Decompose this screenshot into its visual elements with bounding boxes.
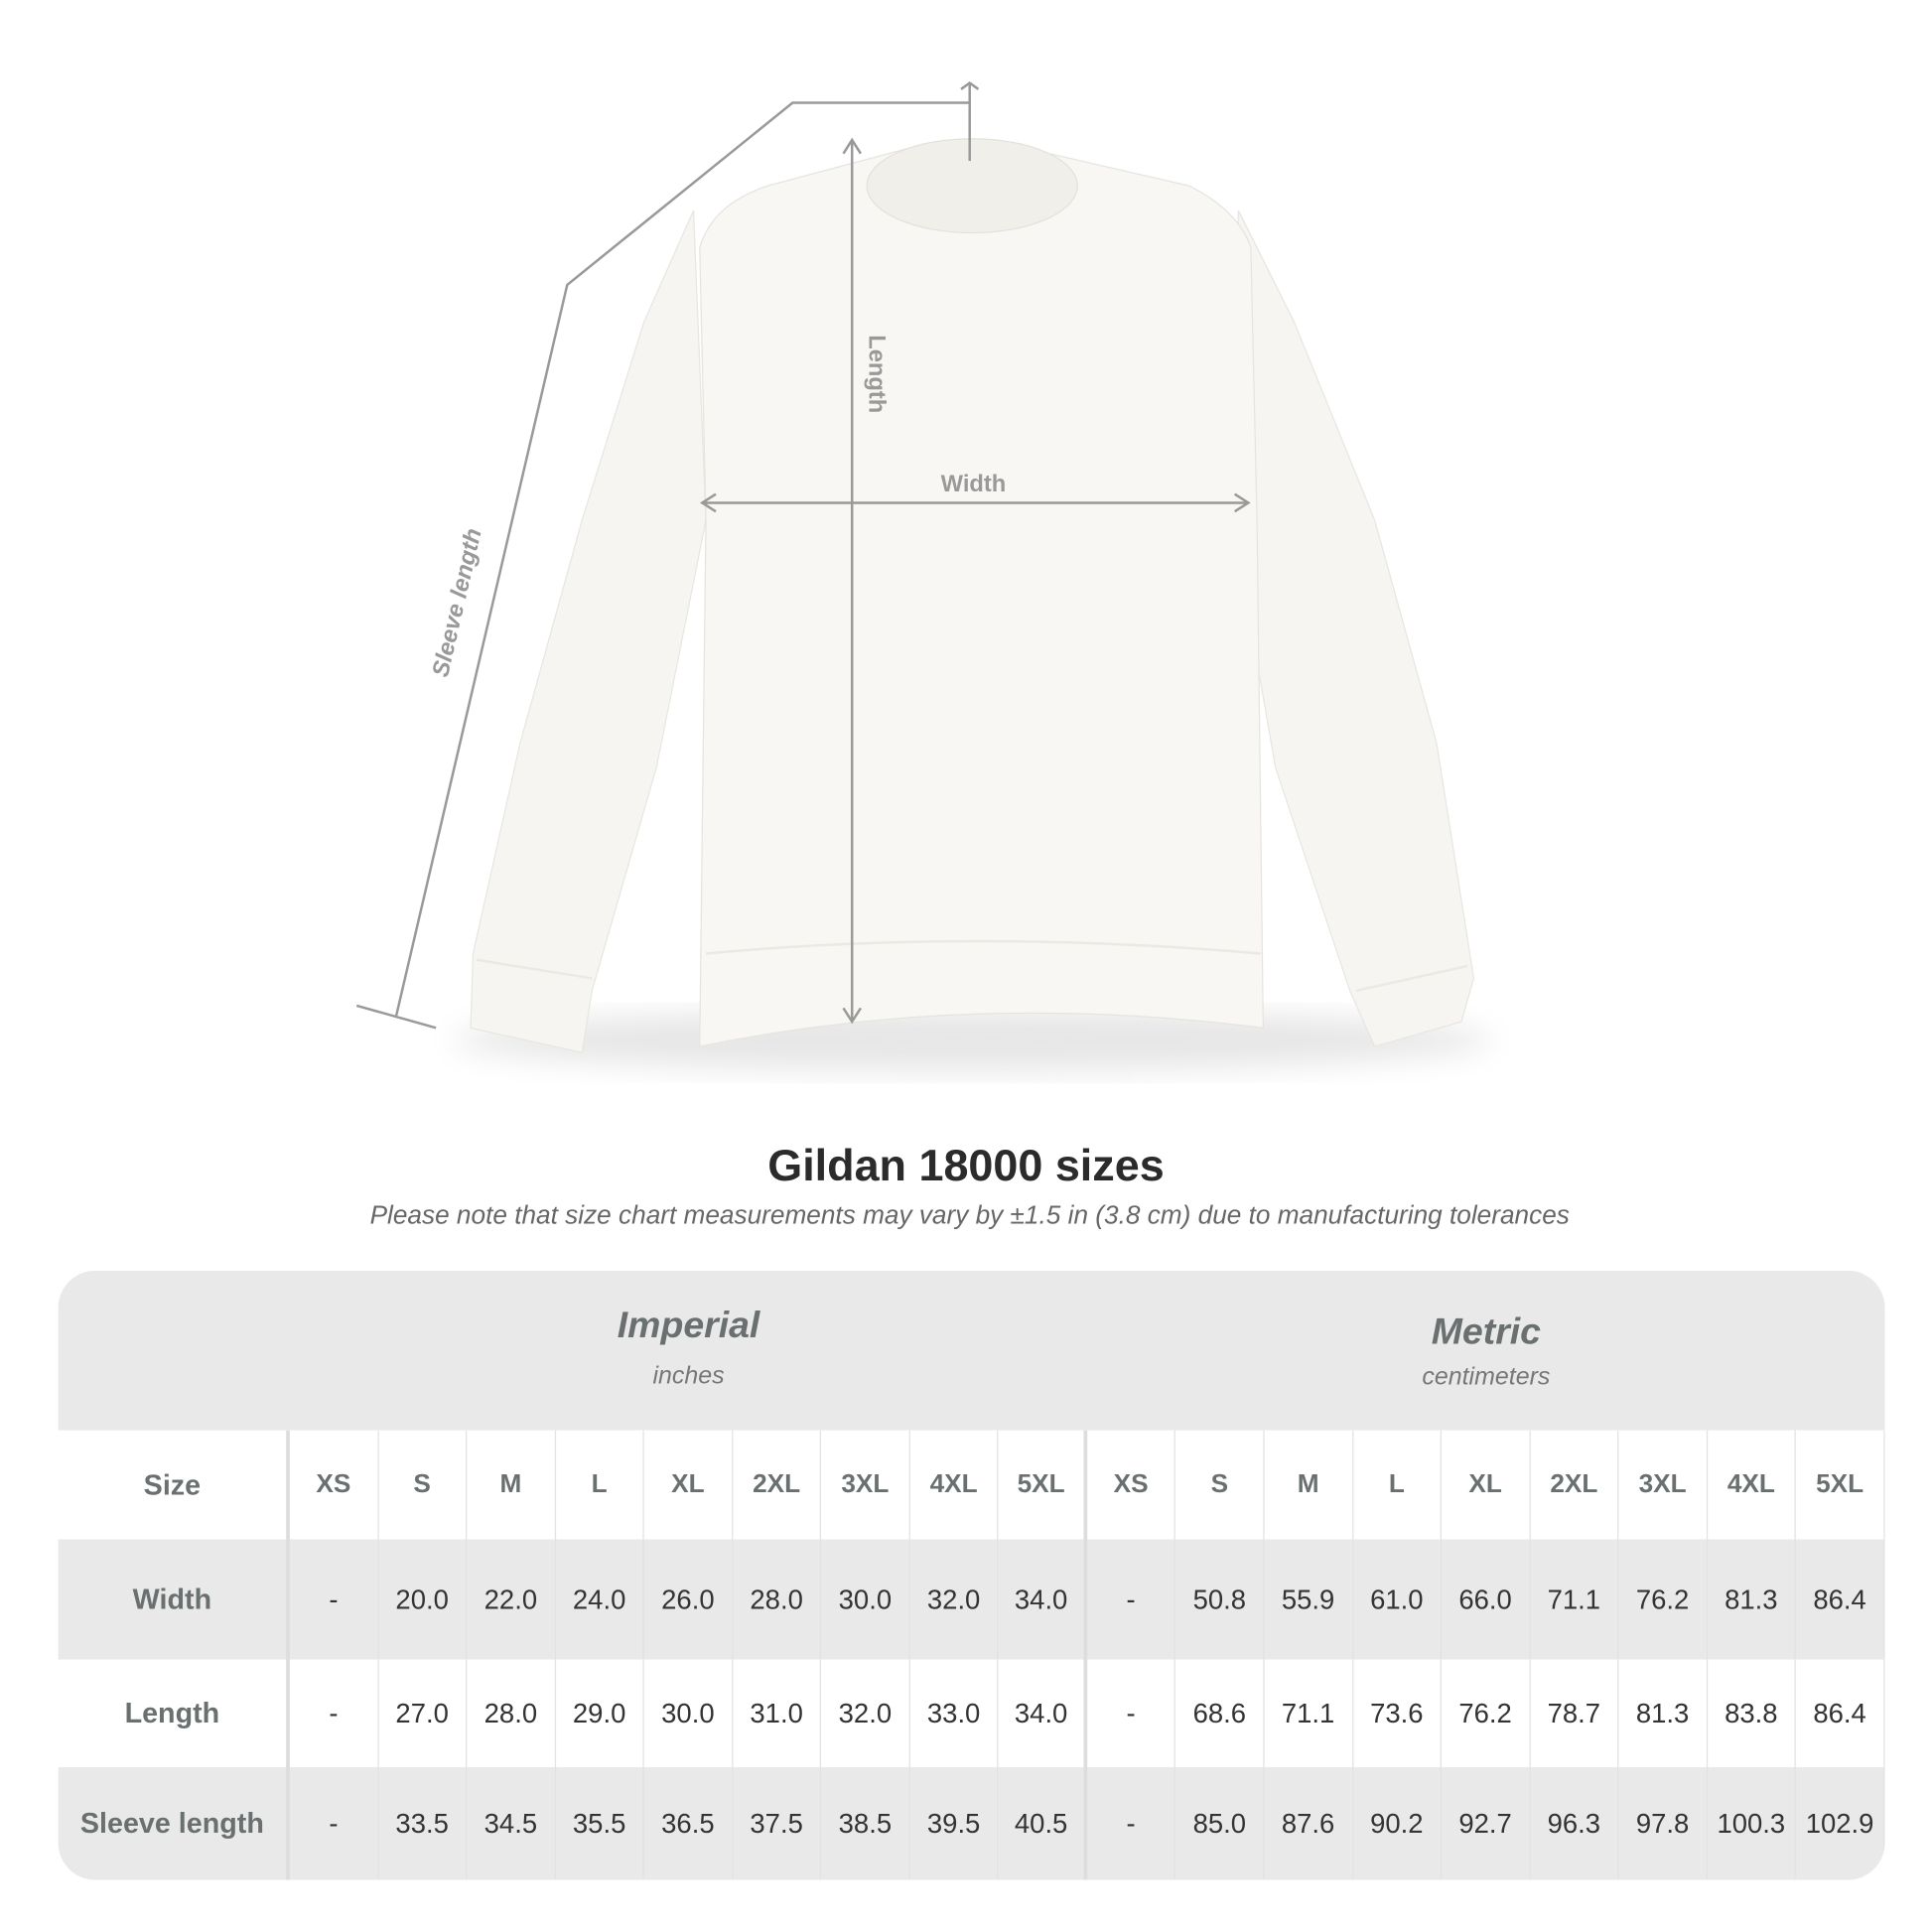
- size-chart-table: Imperial inches Metric centimeters Size …: [58, 1270, 1885, 1880]
- table-cell: 30.0: [821, 1539, 910, 1660]
- metric-group-header: Metric centimeters: [1087, 1311, 1884, 1392]
- size-header-cell: XL: [644, 1430, 734, 1540]
- size-header-cell: L: [556, 1430, 644, 1540]
- size-header-cell: 5XL: [1796, 1430, 1885, 1540]
- table-cell: 40.5: [999, 1767, 1088, 1880]
- imperial-unit: inches: [652, 1362, 725, 1390]
- table-cell: 28.0: [467, 1659, 556, 1768]
- table-row: Sleeve length -33.5 34.5 35.5 36.5 37.5 38.5 3…: [58, 1767, 1885, 1880]
- table-cell: 33.5: [378, 1767, 468, 1880]
- imperial-title: Imperial: [617, 1305, 760, 1346]
- sweatshirt: [452, 138, 1493, 1072]
- size-header-cell: L: [1353, 1430, 1443, 1540]
- size-header-cell: 2XL: [733, 1430, 822, 1540]
- table-cell: 33.0: [910, 1659, 999, 1768]
- size-header-cell: 3XL: [821, 1430, 910, 1540]
- table-cell: -: [1087, 1767, 1176, 1880]
- row-label: Length: [59, 1659, 290, 1768]
- table-cell: 83.8: [1708, 1659, 1797, 1768]
- size-header-cell: S: [378, 1430, 468, 1540]
- measurement-lines: [355, 81, 1251, 1030]
- table-cell: 71.1: [1530, 1539, 1619, 1660]
- table-cell: 32.0: [821, 1659, 910, 1768]
- table-cell: -: [290, 1767, 379, 1880]
- table-row: Width -20.0 22.0 24.0 26.0 28.0 30.0 32.0 34.0-…: [58, 1539, 1885, 1660]
- table-cell: 96.3: [1530, 1767, 1619, 1880]
- size-header-cell: 2XL: [1530, 1430, 1619, 1540]
- table-cell: 73.6: [1353, 1659, 1443, 1768]
- table-cell: -: [1087, 1539, 1176, 1660]
- size-header-cell: S: [1175, 1430, 1265, 1540]
- table-cell: 102.9: [1796, 1767, 1885, 1880]
- table-cell: 36.5: [644, 1767, 734, 1880]
- table-cell: 76.2: [1619, 1539, 1708, 1660]
- sleeve-length-label: Sleeve length: [428, 526, 487, 680]
- table-cell: 30.0: [644, 1659, 734, 1768]
- size-header-cell: 4XL: [1708, 1430, 1797, 1540]
- table-cell: 50.8: [1175, 1539, 1265, 1660]
- table-cell: 66.0: [1442, 1539, 1531, 1660]
- row-label: Width: [59, 1539, 290, 1660]
- page-title: Gildan 18000 sizes: [767, 1139, 1165, 1190]
- table-cell: 87.6: [1265, 1767, 1353, 1880]
- size-header-cell: M: [1265, 1430, 1353, 1540]
- imperial-group-header: Imperial inches: [290, 1306, 1087, 1391]
- size-header-cell: XL: [1442, 1430, 1531, 1540]
- table-cell: 81.3: [1619, 1659, 1708, 1768]
- table-cell: 34.0: [999, 1539, 1088, 1660]
- size-row: Size XS S M L XL 2XL 3XL 4XL 5XL XS S M L XL 2XL 3XL 4XL…: [58, 1430, 1885, 1540]
- tolerance-note: Please note that size chart measurements…: [369, 1200, 1570, 1230]
- table-cell: 20.0: [378, 1539, 468, 1660]
- table-cell: 61.0: [1353, 1539, 1443, 1660]
- header-band: [58, 1270, 1885, 1431]
- table-cell: -: [1087, 1659, 1176, 1768]
- table-cell: -: [290, 1659, 379, 1768]
- table-cell: 34.0: [999, 1659, 1088, 1768]
- table-cell: 76.2: [1442, 1659, 1531, 1768]
- size-header-cell: 3XL: [1619, 1430, 1708, 1540]
- table-row: Length -27.0 28.0 29.0 30.0 31.0 32.0 33.0 34.0…: [58, 1659, 1885, 1768]
- metric-unit: centimeters: [1422, 1363, 1551, 1391]
- table-cell: 27.0: [378, 1659, 468, 1768]
- table-cell: 35.5: [556, 1767, 644, 1880]
- table-cell: 85.0: [1175, 1767, 1265, 1880]
- size-header-cell: M: [467, 1430, 556, 1540]
- table-cell: 39.5: [910, 1767, 999, 1880]
- size-header-cell: XS: [1087, 1430, 1176, 1540]
- table-cell: 24.0: [556, 1539, 644, 1660]
- table-cell: 86.4: [1796, 1659, 1885, 1768]
- table-cell: 22.0: [467, 1539, 556, 1660]
- table-cell: 90.2: [1353, 1767, 1443, 1880]
- row-label: Size: [59, 1430, 290, 1540]
- table-cell: 92.7: [1442, 1767, 1531, 1880]
- table-cell: 68.6: [1175, 1659, 1265, 1768]
- size-header-cell: 5XL: [999, 1430, 1088, 1540]
- table-cell: -: [290, 1539, 379, 1660]
- row-label: Sleeve length: [59, 1767, 290, 1880]
- table-cell: 55.9: [1265, 1539, 1353, 1660]
- table-cell: 71.1: [1265, 1659, 1353, 1768]
- table-cell: 29.0: [556, 1659, 644, 1768]
- size-header-cell: XS: [290, 1430, 379, 1540]
- length-label: Length: [864, 335, 890, 413]
- table-cell: 97.8: [1619, 1767, 1708, 1880]
- table-cell: 78.7: [1530, 1659, 1619, 1768]
- size-header-cell: 4XL: [910, 1430, 999, 1540]
- sweatshirt-illustration: Length Width Sleeve length: [355, 81, 1493, 1072]
- table-cell: 28.0: [733, 1539, 822, 1660]
- table-cell: 100.3: [1708, 1767, 1797, 1880]
- table-cell: 38.5: [821, 1767, 910, 1880]
- table-cell: 37.5: [733, 1767, 822, 1880]
- metric-title: Metric: [1431, 1311, 1541, 1353]
- table-cell: 81.3: [1708, 1539, 1797, 1660]
- table-cell: 31.0: [733, 1659, 822, 1768]
- table-cell: 34.5: [467, 1767, 556, 1880]
- table-cell: 32.0: [910, 1539, 999, 1660]
- table-cell: 86.4: [1796, 1539, 1885, 1660]
- width-label: Width: [941, 472, 1007, 497]
- table-cell: 26.0: [644, 1539, 734, 1660]
